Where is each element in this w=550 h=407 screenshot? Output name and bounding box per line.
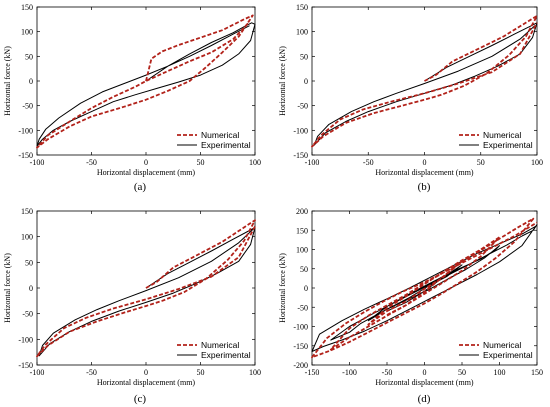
chart-panel-3: -100 -50 0 50 100-150-100-50050100150Horizon…: [3, 207, 261, 405]
y-tick-label: -150: [293, 151, 308, 160]
chart-panel-1: -100 -50 0 50 100-150-100-50050100150Horizon…: [3, 3, 261, 193]
series-line-numerical: [311, 14, 538, 148]
y-tick-label: -200: [293, 361, 308, 370]
x-tick-label: -100: [30, 158, 45, 167]
y-tick-label: 50: [300, 52, 308, 61]
y-tick-label: -50: [297, 102, 308, 111]
y-tick-label: 0: [304, 284, 308, 293]
series-line-experimental: [311, 224, 538, 352]
y-tick-label: -50: [297, 303, 308, 312]
series-line-numerical: [36, 219, 256, 358]
chart-panel-4: -150 -100 -50 0 50 100 150-200-150-100-5005010…: [278, 207, 543, 405]
y-tick-label: 100: [296, 246, 308, 255]
x-tick-label: 50: [197, 368, 205, 377]
legend-label-experimental: Experimental: [483, 350, 533, 360]
x-tick-label: 0: [423, 158, 427, 167]
x-tick-label: 100: [249, 158, 261, 167]
x-axis-label: Horizontal displacement (mm): [375, 378, 474, 387]
series-line-experimental: [38, 226, 256, 357]
legend-label-experimental: Experimental: [483, 140, 533, 150]
y-tick-label: 50: [300, 265, 308, 274]
legend-label-experimental: Experimental: [201, 140, 251, 150]
y-tick-label: -100: [293, 323, 308, 332]
x-axis-label: Horizontal displacement (mm): [97, 378, 196, 387]
x-tick-label: -100: [305, 158, 320, 167]
y-axis-label: Horizontal force (kN): [3, 253, 12, 323]
y-tick-label: -100: [18, 126, 33, 135]
y-tick-label: 0: [29, 284, 33, 293]
y-tick-label: 150: [21, 207, 33, 216]
y-tick-label: 100: [296, 28, 308, 37]
y-tick-label: -150: [18, 151, 33, 160]
legend-label-numerical: Numerical: [483, 130, 521, 140]
y-axis-label: Horizontal force (kN): [278, 253, 287, 323]
x-axis-label: Horizontal displacement (mm): [97, 168, 196, 177]
x-tick-label: 50: [197, 158, 205, 167]
y-tick-label: 150: [21, 3, 33, 12]
y-tick-label: 50: [25, 52, 33, 61]
x-tick-label: -50: [363, 158, 374, 167]
series-line-numerical: [311, 217, 538, 359]
y-tick-label: 150: [296, 3, 308, 12]
legend-label-numerical: Numerical: [483, 340, 521, 350]
x-tick-label: 0: [423, 368, 427, 377]
y-tick-label: -100: [18, 335, 33, 344]
x-tick-label: 150: [531, 368, 543, 377]
x-tick-label: -50: [382, 368, 393, 377]
chart-panel-2: -100 -50 0 50 100-150-100-50050100150Horizon…: [278, 3, 543, 193]
panel-label: (c): [134, 393, 147, 405]
x-tick-label: 0: [144, 368, 148, 377]
x-tick-label: 100: [249, 368, 261, 377]
legend-label-numerical: Numerical: [201, 340, 239, 350]
x-tick-label: -50: [86, 368, 97, 377]
panel-label: (b): [418, 181, 431, 193]
y-tick-label: 100: [21, 28, 33, 37]
y-tick-label: 50: [25, 258, 33, 267]
y-tick-label: 150: [296, 226, 308, 235]
x-tick-label: -100: [30, 368, 45, 377]
series-line-experimental: [313, 22, 538, 146]
x-tick-label: -50: [86, 158, 97, 167]
y-tick-label: -100: [293, 126, 308, 135]
series-line-experimental: [36, 22, 256, 147]
legend-label-experimental: Experimental: [201, 350, 251, 360]
x-tick-label: 100: [531, 158, 543, 167]
y-axis-label: Horizontal force (kN): [278, 46, 287, 116]
x-tick-label: -100: [342, 368, 357, 377]
x-tick-label: 100: [494, 368, 506, 377]
x-tick-label: -150: [305, 368, 320, 377]
series-line-numerical: [36, 14, 254, 149]
x-axis-label: Horizontal displacement (mm): [375, 168, 474, 177]
y-tick-label: 100: [21, 233, 33, 242]
y-axis-label: Horizontal force (kN): [3, 46, 12, 116]
x-tick-label: 50: [458, 368, 466, 377]
x-tick-label: 0: [144, 158, 148, 167]
y-tick-label: 200: [296, 207, 308, 216]
y-tick-label: -150: [18, 361, 33, 370]
legend-label-numerical: Numerical: [201, 130, 239, 140]
x-tick-label: 50: [477, 158, 485, 167]
panel-label: (d): [418, 393, 431, 405]
y-tick-label: -50: [22, 310, 33, 319]
y-tick-label: 0: [304, 77, 308, 86]
y-tick-label: -50: [22, 102, 33, 111]
y-tick-label: 0: [29, 77, 33, 86]
panel-label: (a): [134, 181, 147, 193]
y-tick-label: -150: [293, 342, 308, 351]
